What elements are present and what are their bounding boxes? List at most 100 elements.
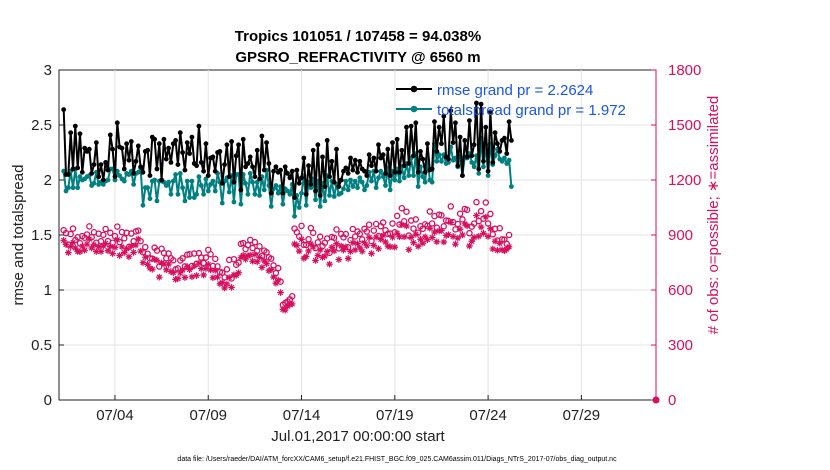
totalspread-point — [355, 185, 360, 191]
obs-assimilated-point — [263, 260, 270, 267]
totalspread-point — [378, 168, 384, 174]
rmse-point — [289, 168, 295, 174]
obs-possible-point — [211, 255, 219, 263]
totalspread-point — [392, 177, 398, 183]
obs-assimilated-point — [253, 258, 261, 266]
obs-assimilated-point — [158, 259, 165, 267]
obs-possible-point — [214, 263, 221, 270]
totalspread-point — [317, 204, 323, 209]
rmse-point — [464, 154, 470, 160]
totalspread-point — [299, 190, 304, 196]
rmse-point — [364, 173, 370, 179]
rmse-point — [320, 154, 325, 160]
obs-assimilated-point — [134, 235, 142, 243]
rmse-point — [75, 165, 81, 171]
rmse-point — [448, 108, 454, 114]
rmse-point — [453, 120, 458, 126]
totalspread-point — [401, 175, 407, 181]
obs-assimilated-point — [386, 243, 394, 251]
y-left-tick-label: 1.5 — [31, 227, 52, 244]
rmse-point — [317, 193, 323, 198]
rmse-point — [467, 118, 472, 123]
obs-assimilated-point — [447, 219, 455, 226]
obs-assimilated-point — [195, 259, 203, 267]
obs-assimilated-point — [365, 234, 373, 241]
obs-possible-point — [498, 236, 506, 243]
rmse-point — [343, 165, 349, 171]
totalspread-point — [70, 185, 76, 191]
obs-assimilated-point — [337, 242, 345, 250]
rmse-point — [355, 169, 360, 175]
x-tick-label: 07/29 — [563, 407, 601, 424]
obs-assimilated-point — [72, 244, 79, 252]
obs-assimilated-point — [491, 237, 499, 245]
rmse-point — [380, 152, 386, 158]
obs-possible-point — [288, 292, 296, 300]
rmse-point — [306, 163, 311, 169]
rmse-point — [357, 158, 363, 164]
rmse-point — [280, 190, 286, 196]
rmse-point — [495, 141, 500, 147]
y-right-tick-label: 300 — [668, 337, 693, 354]
obs-assimilated-point — [463, 222, 471, 230]
rmse-point — [138, 164, 144, 170]
rmse-point — [72, 123, 78, 129]
obs-assimilated-point — [249, 257, 256, 265]
obs-assimilated-point — [468, 237, 476, 245]
totalspread-point — [383, 183, 388, 188]
obs-assimilated-point — [342, 243, 350, 251]
totalspread-point — [250, 179, 255, 185]
obs-assimilated-point — [505, 243, 513, 251]
totalspread-point — [322, 198, 328, 204]
totalspread-point — [509, 184, 514, 190]
rmse-point — [397, 169, 402, 175]
rmse-point — [506, 119, 512, 125]
obs-assimilated-point — [400, 233, 408, 241]
rmse-point — [212, 168, 218, 174]
obs-assimilated-point — [272, 279, 280, 287]
rmse-point — [266, 161, 272, 166]
totalspread-point — [261, 187, 267, 193]
obs-assimilated-point — [221, 284, 228, 292]
obs-possible-point — [244, 241, 252, 249]
rmse-point — [497, 149, 503, 154]
totalspread-point — [187, 195, 192, 201]
obs-possible-point — [302, 241, 310, 249]
obs-assimilated-point — [393, 229, 401, 237]
obs-possible-point — [314, 239, 322, 246]
obs-possible-point — [410, 225, 417, 232]
totalspread-point — [420, 174, 426, 180]
obs-possible-point — [349, 225, 357, 233]
obs-assimilated-point — [107, 243, 114, 250]
totalspread-point — [308, 185, 314, 191]
obs-assimilated-point — [307, 240, 315, 248]
totalspread-point — [422, 179, 428, 185]
obs-assimilated-point — [295, 247, 303, 255]
rmse-point — [411, 153, 416, 159]
obs-assimilated-point — [239, 252, 247, 259]
rmse-point — [135, 143, 141, 149]
rmse-point — [180, 150, 185, 155]
totalspread-point — [481, 164, 486, 170]
obs-assimilated-point — [503, 245, 511, 253]
obs-possible-point — [298, 222, 305, 230]
totalspread-point — [273, 183, 279, 188]
obs-assimilated-point — [130, 249, 137, 256]
obs-possible-point — [274, 264, 282, 272]
obs-assimilated-series — [60, 212, 513, 314]
totalspread-point — [252, 191, 258, 197]
rmse-point — [217, 149, 223, 154]
rmse-point — [238, 187, 244, 193]
rmse-point — [240, 136, 246, 142]
obs-possible-point — [466, 229, 473, 237]
obs-assimilated-point — [155, 273, 163, 281]
totalspread-point — [331, 194, 337, 199]
obs-assimilated-point — [260, 257, 268, 265]
totalspread-point — [338, 190, 344, 196]
legend: rmse grand pr = 2.2624 totalspread grand… — [396, 82, 626, 119]
totalspread-point — [327, 193, 332, 198]
rmse-point — [152, 136, 158, 142]
rmse-point — [392, 169, 398, 175]
rmse-point — [86, 146, 92, 152]
rmse-point — [166, 145, 172, 151]
